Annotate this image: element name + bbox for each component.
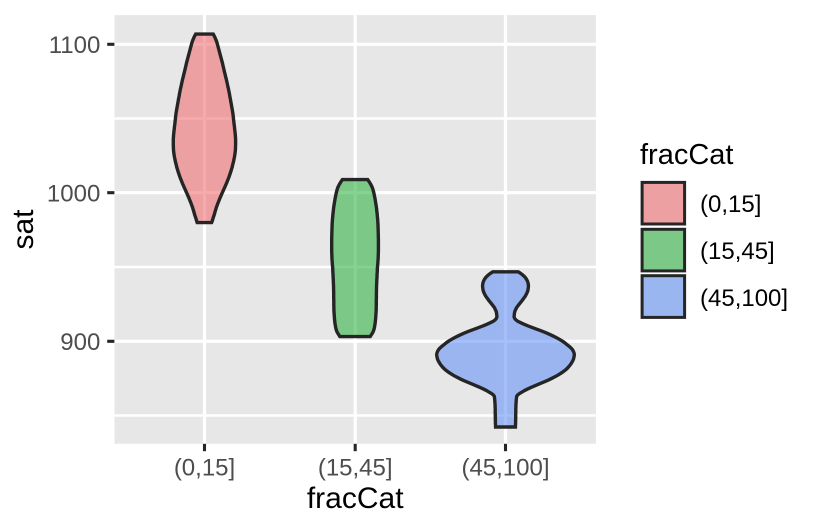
svg-text:(15,45]: (15,45]: [700, 238, 775, 265]
svg-text:1100: 1100: [49, 32, 101, 59]
svg-text:fracCat: fracCat: [307, 482, 404, 515]
svg-text:(45,100]: (45,100]: [700, 285, 788, 312]
svg-text:(45,100]: (45,100]: [461, 454, 549, 481]
svg-text:(0,15]: (0,15]: [174, 454, 235, 481]
svg-text:1000: 1000: [47, 180, 100, 207]
svg-text:fracCat: fracCat: [640, 139, 733, 171]
svg-text:(15,45]: (15,45]: [318, 454, 393, 481]
svg-text:900: 900: [60, 329, 100, 356]
svg-text:(0,15]: (0,15]: [700, 191, 761, 218]
svg-text:sat: sat: [7, 209, 40, 250]
